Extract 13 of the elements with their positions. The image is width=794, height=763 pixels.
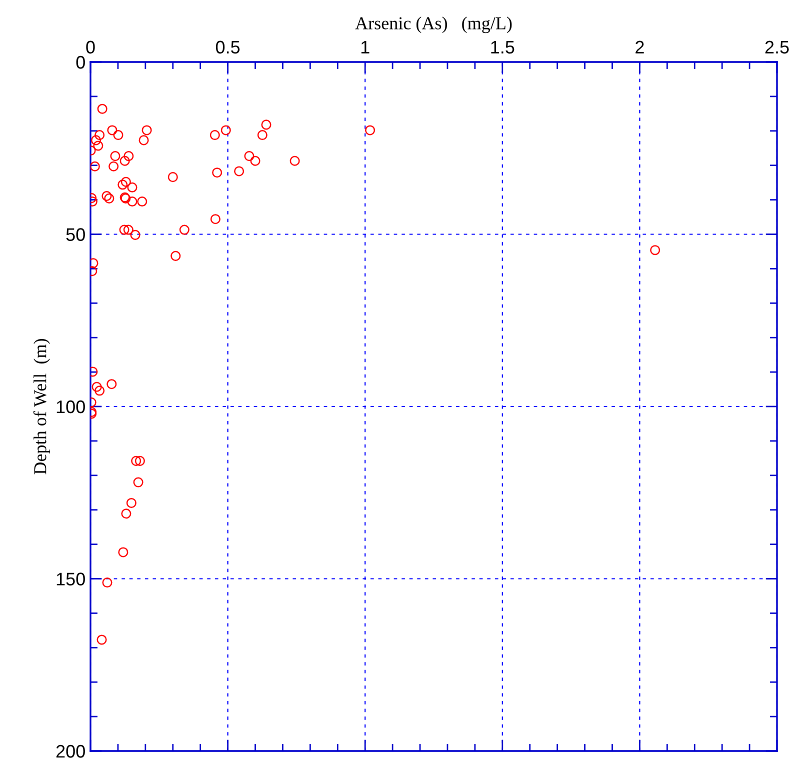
x-tick-label: 2.5 (765, 40, 789, 54)
y-tick-label: 200 (56, 744, 85, 758)
y-tick-label: 100 (56, 400, 85, 414)
x-tick-label: 1 (361, 40, 370, 54)
x-tick-label: 1.5 (491, 40, 514, 54)
x-tick-label: 0 (86, 40, 95, 54)
y-tick-label: 50 (66, 228, 85, 241)
x-tick-label: 0.5 (216, 40, 240, 54)
y-tick-label: 0 (76, 56, 85, 69)
y-tick-label: 150 (56, 572, 85, 586)
x-tick-label: 2 (636, 40, 644, 54)
y-axis-title: Depth of Well (m) (33, 338, 50, 474)
x-axis-title: Arsenic (As) (mg/L) (355, 16, 512, 34)
